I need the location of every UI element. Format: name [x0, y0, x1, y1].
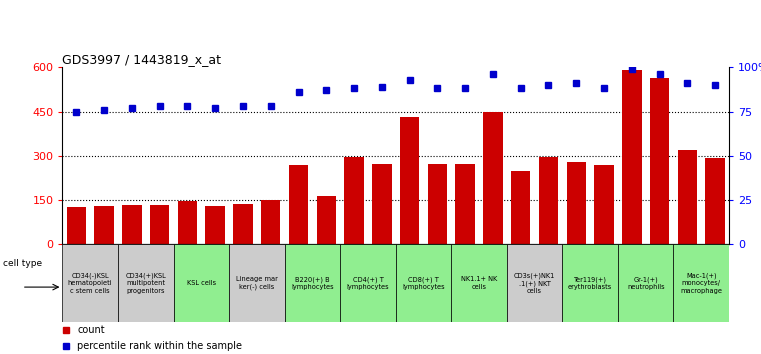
- Text: count: count: [77, 325, 105, 335]
- Bar: [705, 158, 725, 244]
- Bar: [62, 244, 118, 322]
- Text: KSL cells: KSL cells: [186, 280, 216, 286]
- Text: CD4(+) T
lymphocytes: CD4(+) T lymphocytes: [346, 276, 390, 290]
- Text: CD8(+) T
lymphocytes: CD8(+) T lymphocytes: [402, 276, 445, 290]
- Text: CD34(-)KSL
hematopoieti
c stem cells: CD34(-)KSL hematopoieti c stem cells: [68, 273, 113, 294]
- Bar: [229, 244, 285, 322]
- Bar: [677, 150, 697, 244]
- Bar: [483, 112, 503, 244]
- Bar: [511, 171, 530, 244]
- Text: B220(+) B
lymphocytes: B220(+) B lymphocytes: [291, 276, 334, 290]
- Text: Gr-1(+)
neutrophils: Gr-1(+) neutrophils: [627, 276, 664, 290]
- Text: percentile rank within the sample: percentile rank within the sample: [77, 341, 242, 351]
- Text: Ter119(+)
erythroblasts: Ter119(+) erythroblasts: [568, 276, 613, 290]
- Bar: [618, 244, 673, 322]
- Bar: [150, 205, 170, 244]
- Bar: [205, 206, 225, 244]
- Bar: [122, 205, 142, 244]
- Bar: [566, 162, 586, 244]
- Text: CD34(+)KSL
multipotent
progenitors: CD34(+)KSL multipotent progenitors: [126, 273, 166, 294]
- Bar: [507, 244, 562, 322]
- Bar: [94, 206, 114, 244]
- Bar: [650, 78, 670, 244]
- Bar: [288, 165, 308, 244]
- Bar: [451, 244, 507, 322]
- Text: cell type: cell type: [3, 259, 43, 268]
- Bar: [428, 164, 447, 244]
- Bar: [400, 118, 419, 244]
- Bar: [622, 70, 642, 244]
- Bar: [285, 244, 340, 322]
- Bar: [66, 206, 86, 244]
- Bar: [455, 164, 475, 244]
- Bar: [118, 244, 174, 322]
- Bar: [396, 244, 451, 322]
- Bar: [233, 204, 253, 244]
- Bar: [177, 201, 197, 244]
- Bar: [261, 200, 281, 244]
- Bar: [539, 157, 559, 244]
- Text: Mac-1(+)
monocytes/
macrophage: Mac-1(+) monocytes/ macrophage: [680, 273, 722, 294]
- Bar: [340, 244, 396, 322]
- Bar: [372, 164, 392, 244]
- Bar: [344, 157, 364, 244]
- Bar: [174, 244, 229, 322]
- Bar: [562, 244, 618, 322]
- Text: CD3s(+)NK1
.1(+) NKT
cells: CD3s(+)NK1 .1(+) NKT cells: [514, 272, 556, 294]
- Bar: [673, 244, 729, 322]
- Text: NK1.1+ NK
cells: NK1.1+ NK cells: [461, 276, 497, 290]
- Text: Lineage mar
ker(-) cells: Lineage mar ker(-) cells: [236, 276, 278, 290]
- Bar: [594, 165, 614, 244]
- Text: GDS3997 / 1443819_x_at: GDS3997 / 1443819_x_at: [62, 53, 221, 66]
- Bar: [317, 195, 336, 244]
